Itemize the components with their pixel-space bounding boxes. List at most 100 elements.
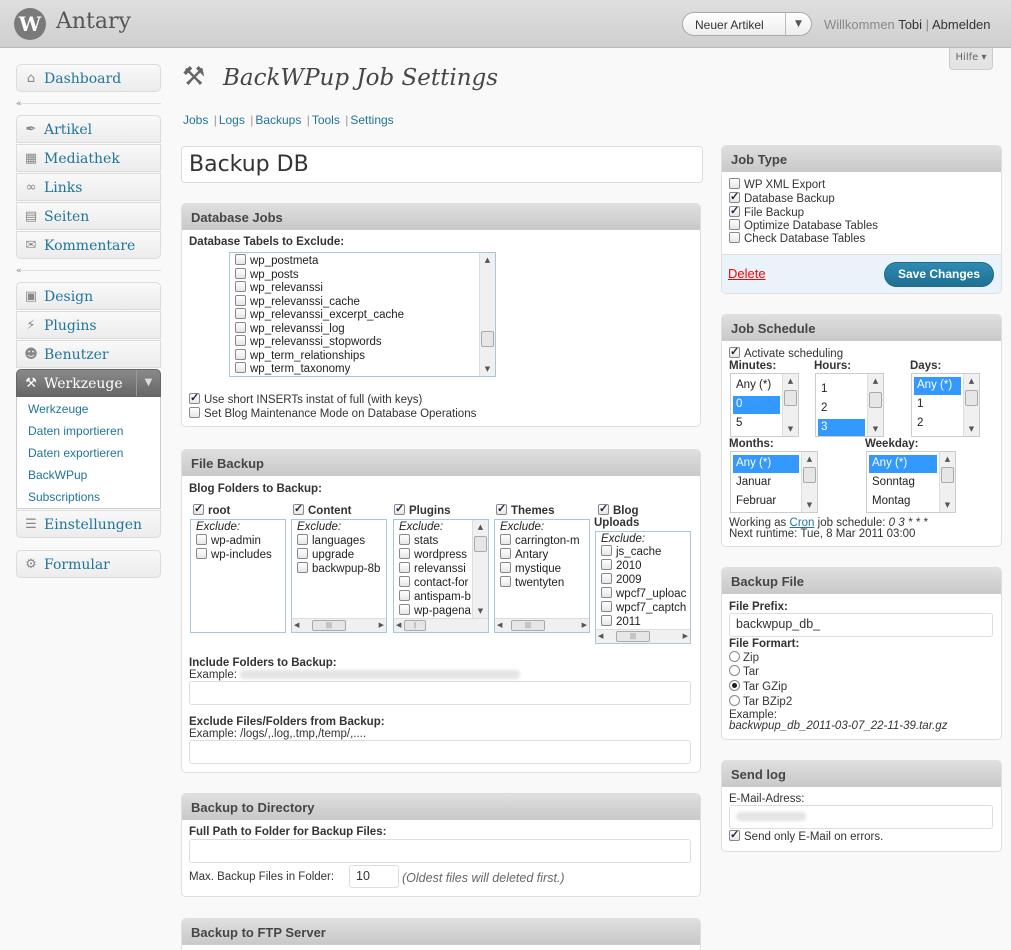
content-exclude-list[interactable]: Exclude: languages upgrade backwpup-8b ◀… bbox=[291, 519, 387, 633]
menu-plugins[interactable]: ⚡ Plugins bbox=[16, 311, 161, 339]
file-backup-checkbox[interactable] bbox=[729, 204, 740, 217]
table-checkbox[interactable] bbox=[235, 362, 246, 373]
zip-radio[interactable] bbox=[729, 651, 740, 662]
plugins-exclude-list[interactable]: Exclude: stats wordpress relevanssi cont… bbox=[393, 519, 489, 633]
tar-bzip2-radio[interactable] bbox=[729, 695, 740, 706]
root-exclude-list[interactable]: Exclude: wp-admin wp-includes bbox=[190, 519, 286, 633]
table-row[interactable]: wp_relevanssi_stopwords bbox=[235, 335, 382, 348]
menu-artikel[interactable]: ✒ Artikel bbox=[16, 115, 161, 143]
activate-scheduling-checkbox[interactable] bbox=[729, 345, 740, 358]
jobs-link[interactable]: Jobs bbox=[183, 113, 209, 127]
table-row[interactable]: wp_term_relationships bbox=[235, 348, 365, 362]
box-title[interactable]: Backup to FTP Server bbox=[182, 919, 700, 945]
tools-link[interactable]: Tools bbox=[311, 113, 340, 127]
table-checkbox[interactable] bbox=[235, 294, 246, 306]
cron-link[interactable]: Cron bbox=[789, 517, 815, 529]
menu-dashboard[interactable]: ⌂ Dashboard bbox=[16, 64, 161, 92]
table-checkbox[interactable] bbox=[235, 321, 246, 333]
box-title[interactable]: Backup to Directory bbox=[182, 794, 700, 820]
table-row[interactable]: wp_relevanssi_excerpt_cache bbox=[235, 308, 404, 321]
menu-formular[interactable]: ⚙ Formular bbox=[16, 550, 161, 578]
scrollbar[interactable]: ◀ ||| ▶ bbox=[596, 629, 690, 643]
table-row[interactable]: wp_relevanssi bbox=[235, 281, 323, 294]
table-checkbox[interactable] bbox=[235, 281, 246, 292]
logout-link[interactable]: Abmelden bbox=[931, 17, 991, 32]
submenu-werkzeuge[interactable]: Werkzeuge bbox=[28, 402, 89, 416]
check-db-checkbox[interactable] bbox=[729, 232, 740, 243]
menu-benutzer[interactable]: ☻ Benutzer bbox=[16, 340, 161, 368]
table-checkbox[interactable] bbox=[235, 308, 246, 319]
hours-select[interactable]: 1 2 3 ▲ ▼ bbox=[815, 373, 884, 437]
table-row[interactable]: wp_posts bbox=[235, 267, 299, 281]
optimize-db-checkbox[interactable] bbox=[729, 219, 740, 230]
tar-radio[interactable] bbox=[729, 665, 740, 676]
chevron-down-icon[interactable]: ▼ bbox=[136, 370, 160, 396]
table-checkbox[interactable] bbox=[235, 254, 246, 265]
scrollbar[interactable]: ◀ | bbox=[394, 618, 488, 632]
table-row[interactable]: wp_relevanssi_log bbox=[235, 321, 345, 335]
table-checkbox[interactable] bbox=[235, 348, 246, 360]
file-prefix-input[interactable]: backwpup_db_ bbox=[729, 613, 993, 637]
backups-link[interactable]: Backups bbox=[255, 113, 302, 127]
site-name[interactable]: Antary bbox=[56, 9, 131, 34]
tar-gzip-radio[interactable] bbox=[729, 680, 740, 691]
backup-path-input[interactable] bbox=[189, 839, 691, 863]
save-changes-button[interactable]: Save Changes bbox=[884, 262, 994, 287]
maintenance-checkbox[interactable] bbox=[189, 407, 200, 418]
max-files-input[interactable]: 10 bbox=[349, 865, 399, 888]
scrollbar[interactable]: ◀ ||| ▶ bbox=[495, 618, 589, 632]
new-post-label[interactable]: Neuer Artikel bbox=[695, 18, 764, 32]
database-backup-checkbox[interactable] bbox=[729, 190, 740, 203]
tables-exclude-list[interactable]: wp_postmeta wp_posts wp_relevanssi wp_relev… bbox=[229, 252, 496, 377]
short-inserts-checkbox[interactable] bbox=[189, 391, 200, 404]
box-title[interactable]: File Backup bbox=[182, 450, 700, 476]
box-title[interactable]: Backup File bbox=[722, 568, 1001, 594]
menu-mediathek[interactable]: ▦ Mediathek bbox=[16, 144, 161, 172]
settings-link[interactable]: Settings bbox=[350, 113, 394, 127]
days-select[interactable]: Any (*) 1 2 ▲ ▼ bbox=[911, 373, 980, 437]
user-name-link[interactable]: Tobi bbox=[898, 17, 923, 32]
table-row[interactable]: wp_term_taxonomy bbox=[235, 362, 350, 375]
box-title[interactable]: Job Schedule bbox=[722, 315, 1001, 341]
table-checkbox[interactable] bbox=[235, 267, 246, 279]
chevron-down-icon[interactable]: ▼ bbox=[785, 13, 811, 35]
menu-kommentare[interactable]: ✉ Kommentare bbox=[16, 231, 161, 259]
uploads-exclude-list[interactable]: Exclude: js_cache 2010 2009 wpcf7_uploac… bbox=[595, 531, 691, 644]
menu-werkzeuge[interactable]: ⚒ Werkzeuge ▼ bbox=[16, 369, 161, 397]
menu-einstellungen[interactable]: ☰ Einstellungen bbox=[16, 510, 161, 538]
exclude-files-input[interactable] bbox=[189, 740, 691, 764]
submenu-export[interactable]: Daten exportieren bbox=[28, 446, 124, 460]
errors-only-checkbox[interactable] bbox=[729, 828, 740, 841]
content-checkbox[interactable] bbox=[293, 502, 304, 515]
job-name-input[interactable]: Backup DB bbox=[181, 146, 703, 183]
minutes-select[interactable]: Any (*) 0 5 ▲ ▼ bbox=[730, 373, 799, 437]
delete-link[interactable]: Delete bbox=[728, 266, 766, 281]
menu-separator[interactable]: « bbox=[16, 99, 161, 109]
box-title[interactable]: Database Jobs bbox=[182, 204, 700, 230]
menu-separator[interactable]: « bbox=[16, 266, 161, 276]
scrollbar[interactable]: ◀ ||| ▶ bbox=[292, 618, 386, 632]
email-input[interactable] bbox=[729, 805, 993, 829]
help-tab[interactable]: Hilfe ▾ bbox=[949, 48, 993, 70]
scrollbar[interactable]: ▲ ▼ bbox=[472, 520, 488, 618]
logs-link[interactable]: Logs bbox=[218, 113, 245, 127]
submenu-backwpup[interactable]: BackWPup bbox=[28, 468, 88, 482]
uploads-checkbox[interactable] bbox=[598, 502, 609, 515]
table-checkbox[interactable] bbox=[235, 335, 246, 346]
menu-design[interactable]: ▣ Design bbox=[16, 282, 161, 310]
scrollbar[interactable]: ▲ ▼ bbox=[479, 253, 495, 376]
themes-exclude-list[interactable]: Exclude: carrington-m Antary mystique tw… bbox=[494, 519, 590, 633]
wp-xml-export-checkbox[interactable] bbox=[729, 178, 740, 189]
weekday-select[interactable]: Any (*) Sonntag Montag ▲ ▼ bbox=[866, 451, 956, 513]
themes-checkbox[interactable] bbox=[496, 502, 507, 515]
root-checkbox[interactable] bbox=[193, 502, 204, 515]
box-title[interactable]: Job Type bbox=[722, 146, 1001, 172]
wordpress-logo-icon[interactable]: W bbox=[14, 8, 46, 40]
submenu-subscriptions[interactable]: Subscriptions bbox=[28, 490, 101, 504]
new-post-button[interactable]: Neuer Artikel ▼ bbox=[682, 12, 812, 36]
include-folders-input[interactable] bbox=[189, 681, 691, 705]
months-select[interactable]: Any (*) Januar Februar ▲ ▼ bbox=[730, 451, 818, 513]
submenu-import[interactable]: Daten importieren bbox=[28, 424, 124, 438]
menu-links[interactable]: ∞ Links bbox=[16, 173, 161, 201]
table-row[interactable]: wp_postmeta bbox=[235, 254, 318, 267]
